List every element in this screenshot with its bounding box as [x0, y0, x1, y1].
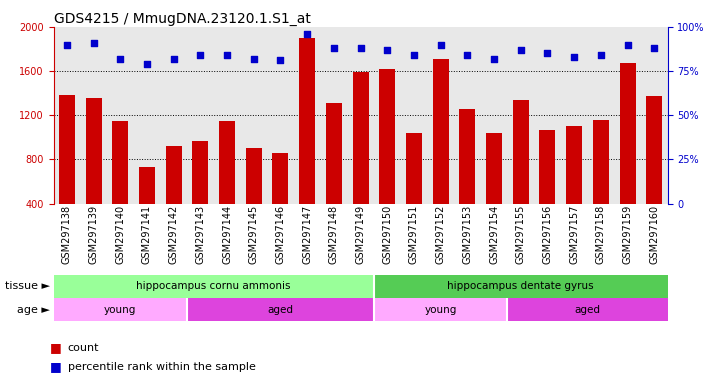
Bar: [166, 146, 181, 248]
Point: [88, 40, 99, 46]
Text: ■: ■: [50, 360, 61, 373]
Point: [488, 56, 500, 62]
Text: GSM297140: GSM297140: [115, 205, 125, 264]
Text: GSM297145: GSM297145: [248, 205, 258, 264]
Text: GSM297155: GSM297155: [516, 205, 526, 264]
Text: age ►: age ►: [17, 305, 50, 314]
Bar: [86, 98, 101, 248]
Text: GSM297151: GSM297151: [409, 205, 419, 264]
Text: aged: aged: [575, 305, 600, 314]
Bar: [406, 133, 422, 248]
Bar: [246, 148, 262, 248]
Text: hippocampus cornu ammonis: hippocampus cornu ammonis: [136, 281, 291, 291]
Text: GSM297152: GSM297152: [436, 205, 446, 264]
Text: GSM297141: GSM297141: [142, 205, 152, 264]
Point: [355, 45, 366, 51]
Bar: [112, 121, 129, 248]
Point: [622, 41, 633, 48]
Point: [301, 31, 313, 37]
Bar: [139, 167, 155, 248]
Bar: [459, 109, 476, 248]
Text: young: young: [104, 305, 136, 314]
Point: [61, 41, 73, 48]
Point: [275, 57, 286, 63]
Text: ■: ■: [50, 341, 61, 354]
Text: GSM297157: GSM297157: [569, 205, 579, 264]
Text: GSM297139: GSM297139: [89, 205, 99, 264]
Bar: [273, 153, 288, 248]
Bar: [326, 103, 342, 248]
Text: GSM297160: GSM297160: [649, 205, 659, 264]
Bar: [513, 100, 529, 248]
Text: hippocampus dentate gyrus: hippocampus dentate gyrus: [448, 281, 594, 291]
Text: GSM297158: GSM297158: [596, 205, 606, 264]
Bar: [187, 298, 374, 321]
Bar: [54, 275, 374, 298]
Text: GDS4215 / MmugDNA.23120.1.S1_at: GDS4215 / MmugDNA.23120.1.S1_at: [54, 12, 311, 26]
Bar: [566, 126, 582, 248]
Bar: [593, 120, 609, 248]
Text: GSM297144: GSM297144: [222, 205, 232, 264]
Bar: [486, 133, 502, 248]
Point: [648, 45, 660, 51]
Point: [221, 52, 233, 58]
Bar: [379, 69, 396, 248]
Text: count: count: [68, 343, 99, 353]
Point: [435, 41, 446, 48]
Text: GSM297153: GSM297153: [463, 205, 473, 264]
Text: GSM297138: GSM297138: [62, 205, 72, 264]
Text: GSM297156: GSM297156: [543, 205, 553, 264]
Text: aged: aged: [268, 305, 293, 314]
Text: GSM297148: GSM297148: [329, 205, 339, 264]
Bar: [540, 129, 555, 248]
Point: [595, 52, 607, 58]
Bar: [508, 298, 668, 321]
Text: tissue ►: tissue ►: [5, 281, 50, 291]
Text: GSM297149: GSM297149: [356, 205, 366, 264]
Point: [381, 47, 393, 53]
Text: GSM297154: GSM297154: [489, 205, 499, 264]
Text: GSM297146: GSM297146: [276, 205, 286, 264]
Text: GSM297150: GSM297150: [382, 205, 392, 264]
Text: GSM297142: GSM297142: [169, 205, 178, 264]
Text: GSM297147: GSM297147: [302, 205, 312, 264]
Bar: [192, 141, 208, 248]
Bar: [59, 95, 75, 248]
Point: [408, 52, 420, 58]
Bar: [374, 275, 668, 298]
Point: [114, 56, 126, 62]
Bar: [54, 298, 187, 321]
Point: [168, 56, 179, 62]
Point: [141, 61, 153, 67]
Text: percentile rank within the sample: percentile rank within the sample: [68, 362, 256, 372]
Point: [568, 54, 580, 60]
Bar: [433, 59, 448, 248]
Bar: [646, 96, 663, 248]
Text: GSM297159: GSM297159: [623, 205, 633, 264]
Point: [195, 52, 206, 58]
Text: young: young: [425, 305, 457, 314]
Bar: [299, 38, 315, 248]
Text: GSM297143: GSM297143: [196, 205, 206, 264]
Point: [462, 52, 473, 58]
Bar: [374, 298, 508, 321]
Point: [542, 50, 553, 56]
Bar: [353, 72, 368, 248]
Bar: [219, 121, 235, 248]
Point: [515, 47, 526, 53]
Point: [248, 56, 259, 62]
Bar: [620, 63, 635, 248]
Point: [328, 45, 340, 51]
